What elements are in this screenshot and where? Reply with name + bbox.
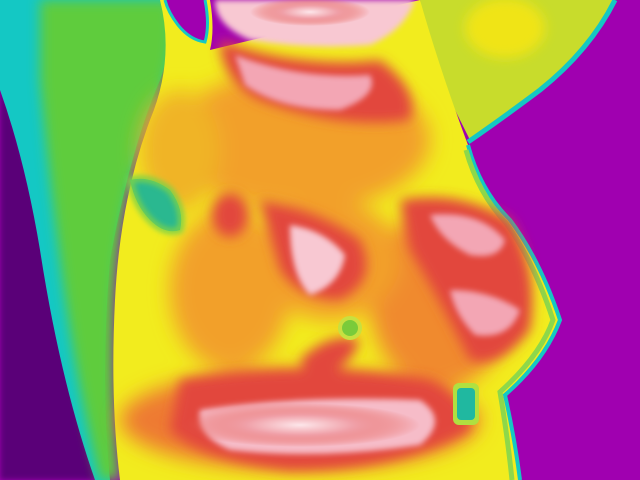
small-spot-center: [342, 320, 358, 336]
right-arm-warm-spot: [465, 0, 545, 58]
top-notch-edge: [163, 0, 209, 44]
right-arm-edge: [466, 0, 618, 145]
top-notch: [165, 0, 208, 42]
chest-highlight: [250, 0, 370, 26]
left-arm-green: [40, 0, 173, 480]
armpit-patch-rim: [126, 175, 185, 235]
torso-right-edge: [466, 144, 563, 480]
torso-right-edge-inner: [463, 149, 556, 480]
cool-marker-center: [457, 388, 475, 420]
abdomen-highlight: [180, 403, 420, 447]
